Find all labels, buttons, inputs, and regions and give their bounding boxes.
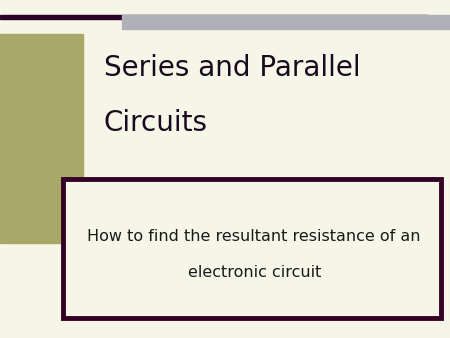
Bar: [0, 15, 428, 19]
Bar: [0, 34, 83, 243]
Text: Series and Parallel: Series and Parallel: [104, 54, 360, 81]
Bar: [122, 15, 450, 29]
Text: How to find the resultant resistance of an: How to find the resultant resistance of …: [87, 229, 421, 244]
Bar: [63, 179, 441, 318]
Text: Circuits: Circuits: [104, 110, 207, 137]
Text: electronic circuit: electronic circuit: [188, 265, 321, 280]
